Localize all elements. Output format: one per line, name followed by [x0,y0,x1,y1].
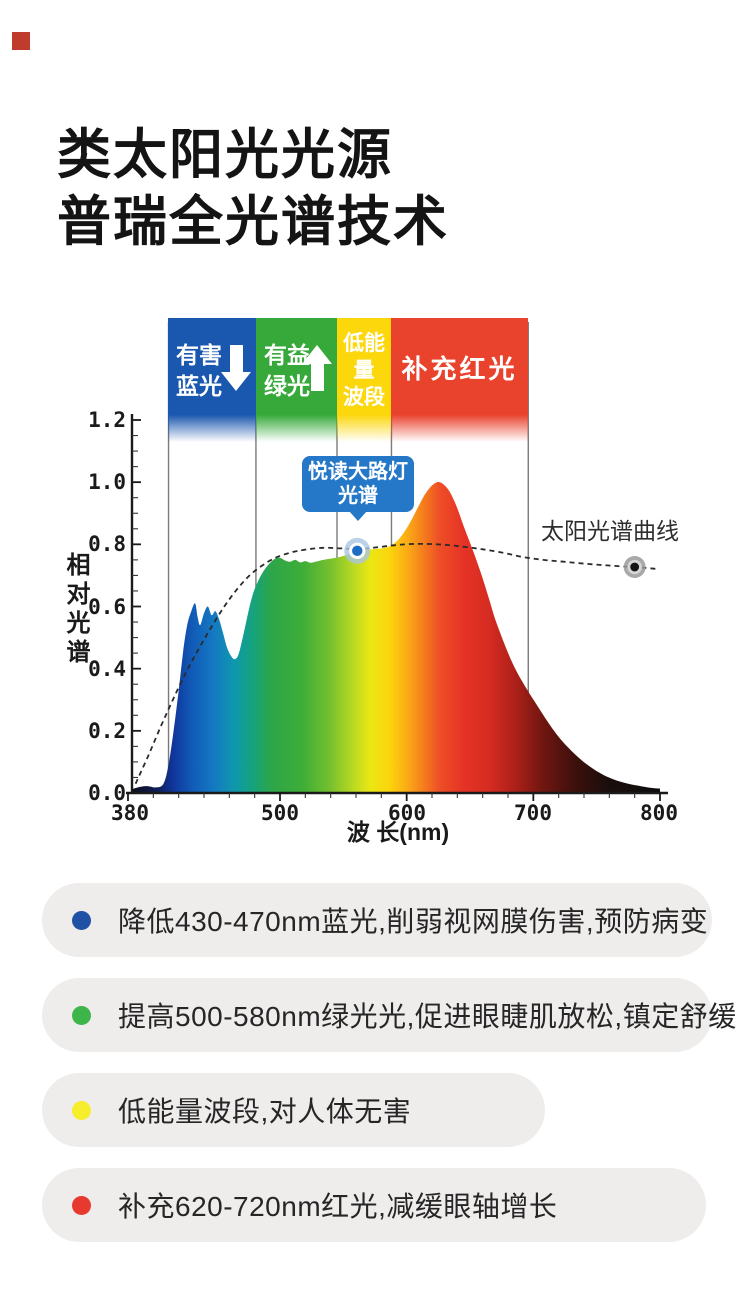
y-tick-0-2: 0.2 [88,719,126,743]
band-green-label: 有益 绿光 [264,342,310,399]
bullet-text: 补充620-720nm红光,减缓眼轴增长 [118,1191,558,1222]
x-tick-500: 500 [261,801,299,825]
spectrum-series [131,482,661,792]
page-title: 类太阳光光源 普瑞全光谱技术 [57,122,449,256]
y-tick-0-6: 0.6 [88,595,126,619]
bullet-blue-light: 降低430-470nm蓝光,削弱视网膜伤害,预防病变 [42,883,712,957]
title-line-2: 普瑞全光谱技术 [57,192,449,252]
arrow-down-icon [221,345,251,391]
y-tick-1-0: 1.0 [88,470,126,494]
band-low-energy: 低能 量 波段 [337,318,391,442]
green-dot-icon [72,1005,91,1025]
x-tick-700: 700 [514,801,552,825]
red-dot-icon [72,1195,91,1215]
band-beneficial-green: 有益 绿光 [256,318,337,442]
bullet-green-light: 提高500-580nm绿光光,促进眼睫肌放松,镇定舒缓 [42,978,736,1052]
y-tick-0-4: 0.4 [88,657,126,681]
x-tick-800: 800 [640,801,678,825]
y-tick-1-2: 1.2 [88,408,126,432]
title-line-1: 类太阳光光源 [57,125,393,185]
y-tick-0-8: 0.8 [88,532,126,556]
bullet-text: 低能量波段,对人体无害 [118,1096,412,1127]
bullet-text: 提高500-580nm绿光光,促进眼睫肌放松,镇定舒缓 [118,1001,737,1032]
bullet-red-light: 补充620-720nm红光,减缓眼轴增长 [42,1168,706,1242]
blue-dot-icon [72,910,91,930]
y-tick-0-0: 0.0 [88,781,126,805]
sun-curve-label: 太阳光谱曲线 [541,518,679,544]
x-tick-380: 380 [111,801,149,825]
band-supplement-red: 补充红光 [391,318,528,442]
y-axis-title: 相对光谱 [62,552,89,668]
curve-markers [344,537,646,579]
band-yellow-label: 低能 量 波段 [343,332,385,409]
band-red-label: 补充红光 [401,353,518,384]
x-tick-600: 600 [388,801,426,825]
lamp-spectrum-callout: 悦读大路灯 光谱 [302,456,414,512]
yellow-dot-icon [72,1100,91,1120]
arrow-up-icon [302,345,332,391]
bullet-text: 降低430-470nm蓝光,削弱视网膜伤害,预防病变 [118,906,709,937]
band-blue-label: 有害 蓝光 [176,342,222,399]
logo-mark [12,32,30,50]
x-axis-title: 波 长(nm) [347,819,449,845]
band-harmful-blue: 有害 蓝光 [168,318,256,442]
bullet-low-energy: 低能量波段,对人体无害 [42,1073,545,1147]
